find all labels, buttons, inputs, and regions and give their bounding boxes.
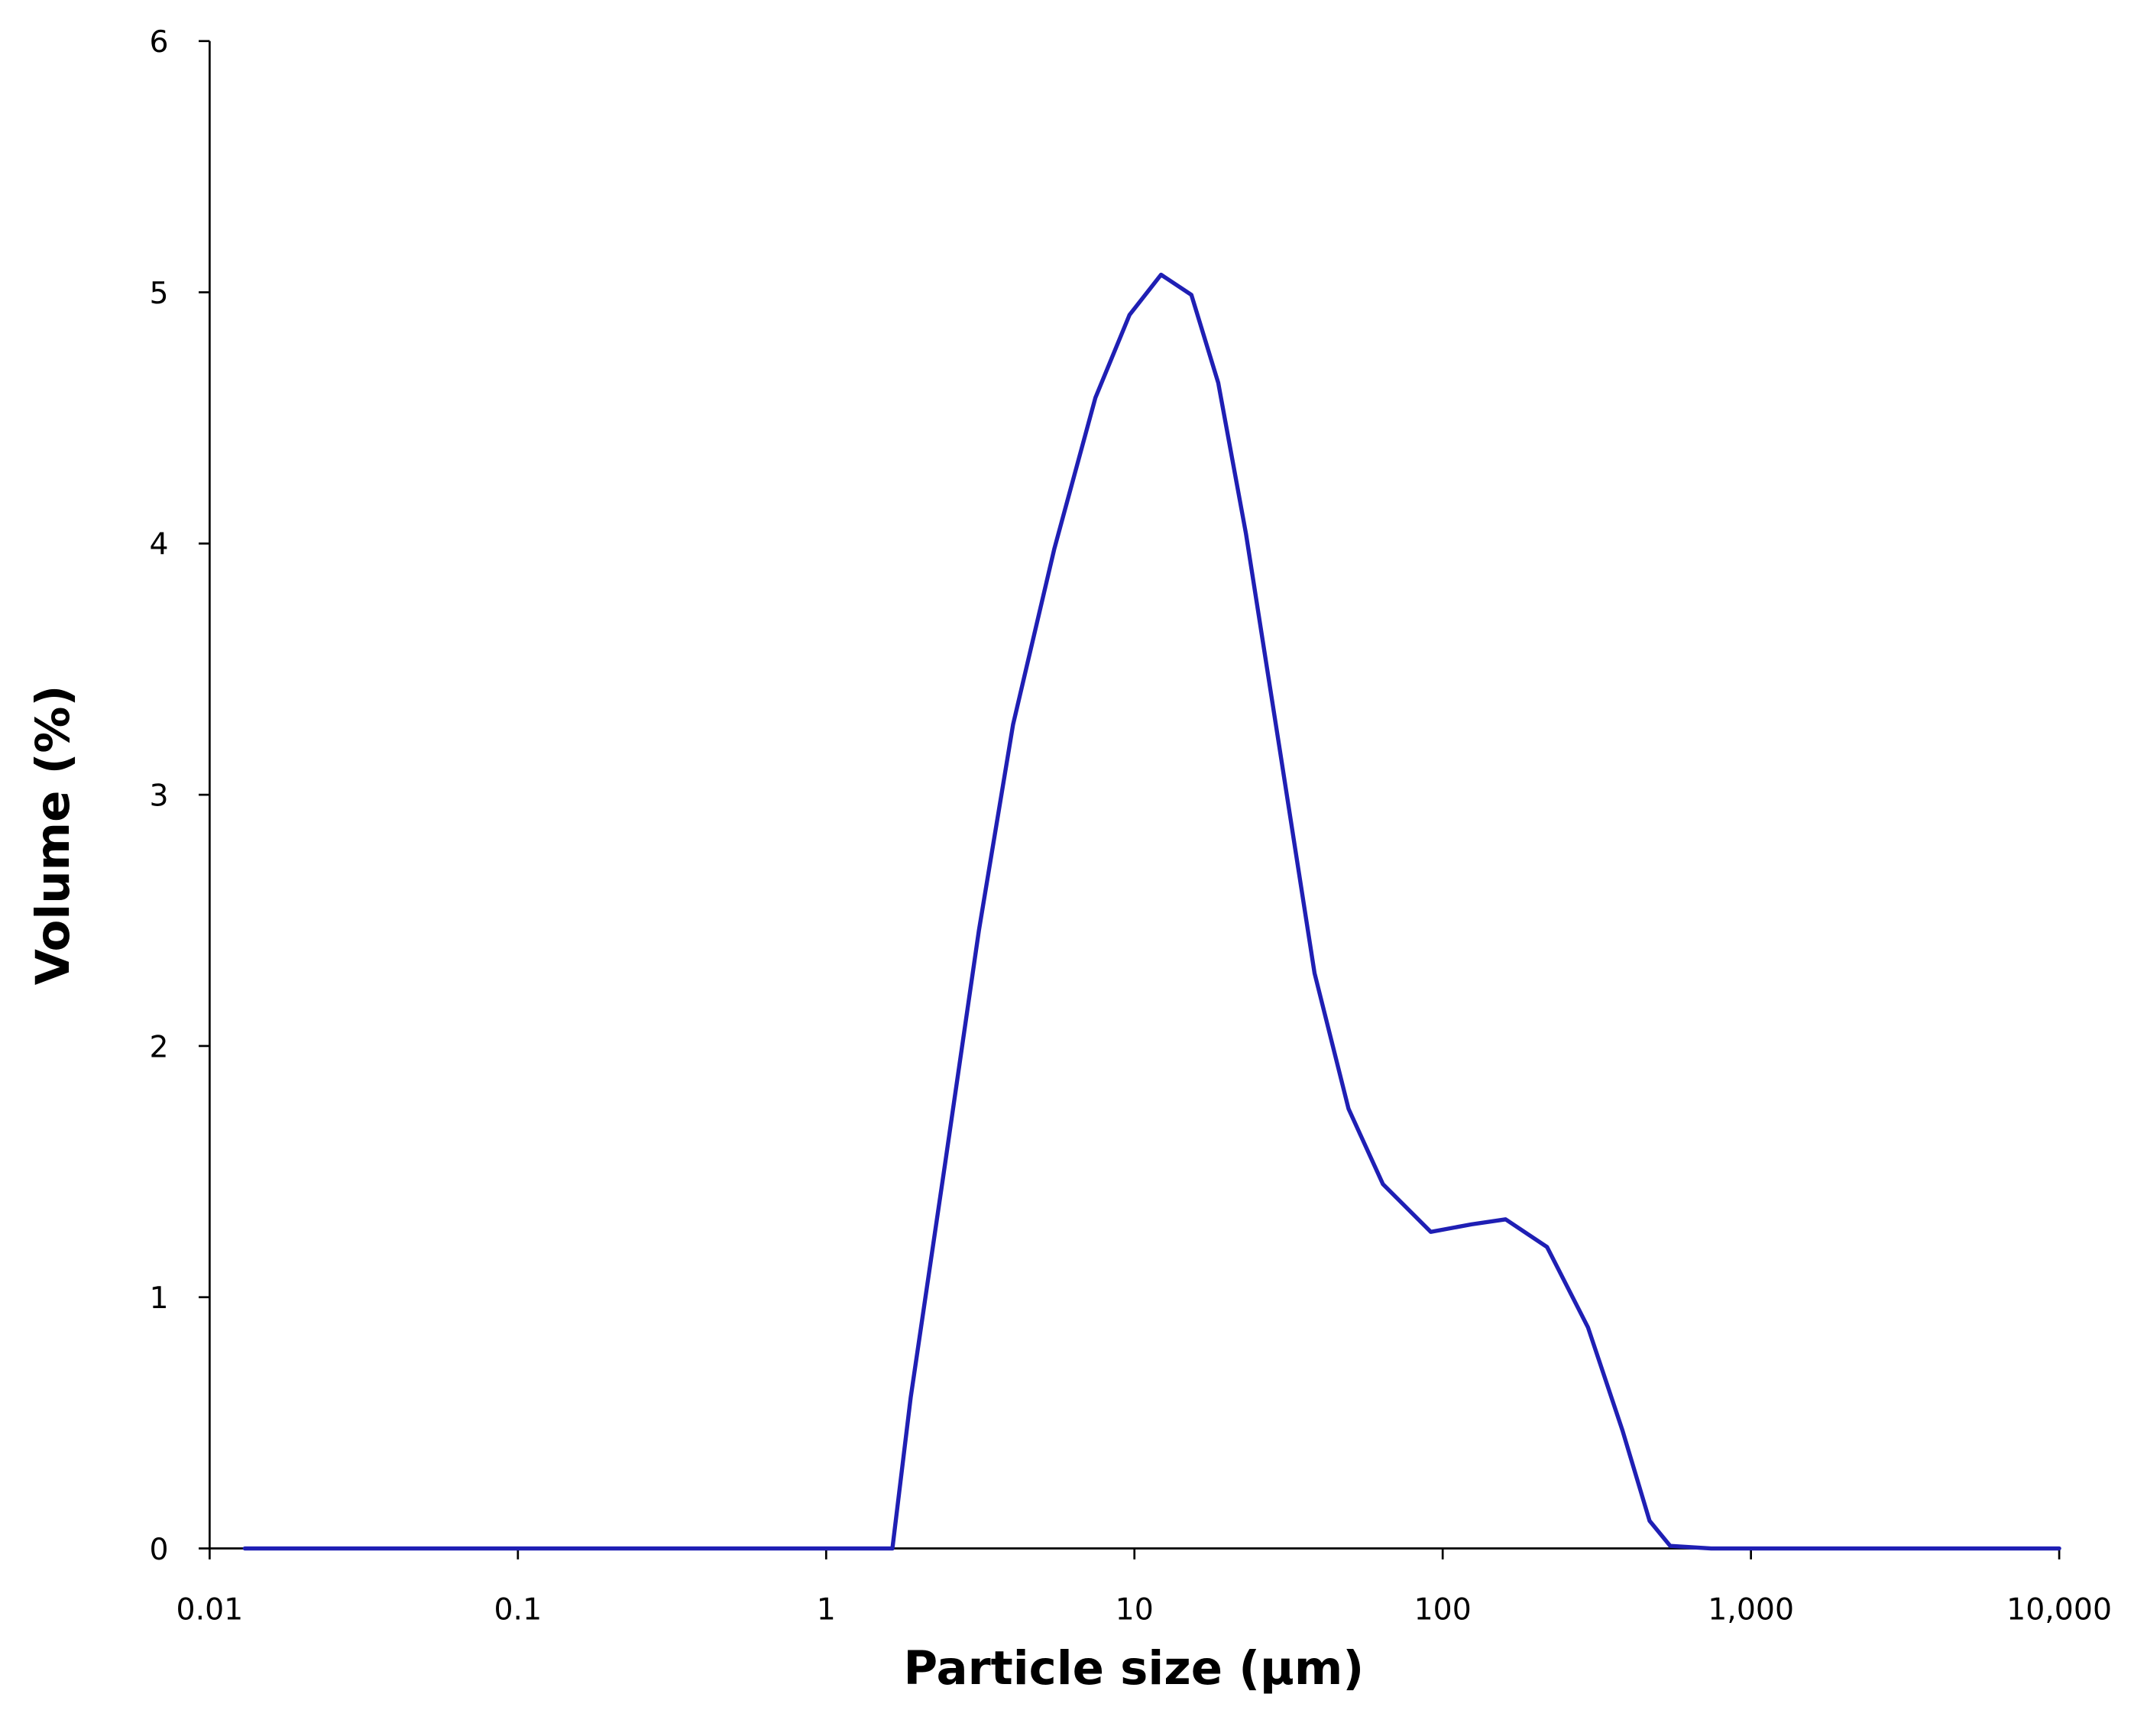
y-tick-label: 4 xyxy=(150,527,169,562)
y-axis-title: Volume (%) xyxy=(26,685,80,986)
x-tick-label: 0.1 xyxy=(494,1592,542,1628)
y-tick-label: 1 xyxy=(150,1281,169,1316)
y-tick-label: 3 xyxy=(150,778,169,813)
y-tick-label: 2 xyxy=(150,1029,169,1064)
x-axis-title: Particle size (μm) xyxy=(904,1641,1365,1696)
y-tick-label: 0 xyxy=(150,1532,169,1567)
data-line xyxy=(242,272,2061,1551)
x-tick-label: 0.01 xyxy=(176,1592,244,1628)
x-tick-label: 10,000 xyxy=(2006,1592,2112,1628)
x-tick-label: 100 xyxy=(1414,1592,1472,1628)
y-tick-label: 6 xyxy=(150,24,169,60)
x-tick-label: 10 xyxy=(1116,1592,1154,1628)
y-tick-label: 5 xyxy=(150,276,169,311)
x-tick-label: 1 xyxy=(817,1592,836,1628)
x-tick-label: 1,000 xyxy=(1708,1592,1794,1628)
